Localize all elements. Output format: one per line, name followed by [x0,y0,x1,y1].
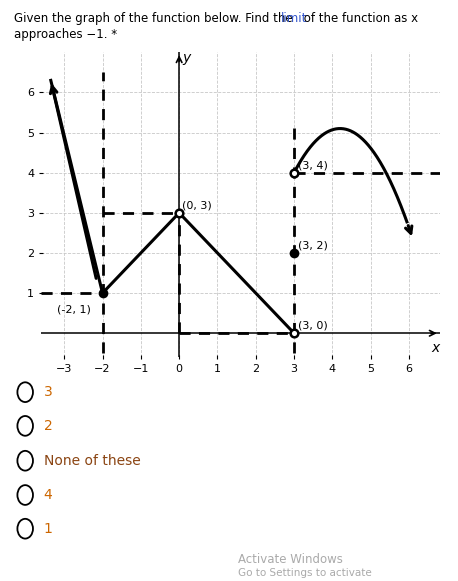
Text: (3, 0): (3, 0) [298,320,327,330]
Text: (-2, 1): (-2, 1) [56,304,90,314]
Text: (3, 4): (3, 4) [298,161,328,171]
Text: y: y [182,51,190,65]
Text: 4: 4 [44,488,52,502]
Text: Go to Settings to activate: Go to Settings to activate [238,568,372,578]
Text: (3, 2): (3, 2) [298,241,328,251]
Text: of the function as x: of the function as x [300,12,418,26]
Text: x: x [432,342,440,356]
Text: 1: 1 [44,522,52,536]
Text: approaches −1. *: approaches −1. * [14,28,117,41]
Text: 3: 3 [44,385,52,399]
Text: Activate Windows: Activate Windows [238,553,343,566]
Text: Given the graph of the function below. Find the: Given the graph of the function below. F… [14,12,296,26]
Text: None of these: None of these [44,454,140,468]
Text: limit: limit [281,12,308,26]
Text: (0, 3): (0, 3) [182,201,212,211]
Text: 2: 2 [44,419,52,433]
